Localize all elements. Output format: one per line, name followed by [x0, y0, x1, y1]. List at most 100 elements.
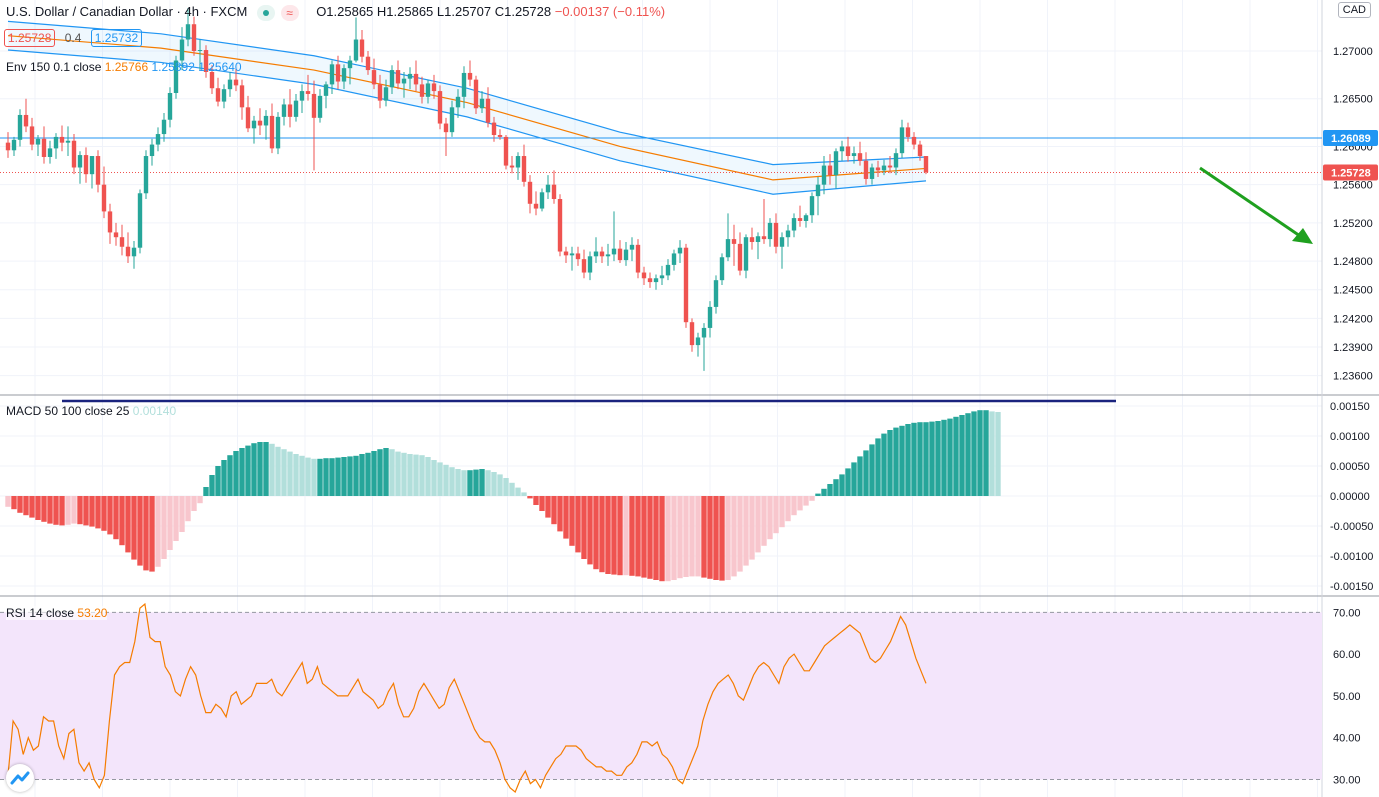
macd-bar: [749, 496, 755, 560]
candle-body: [815, 184, 821, 197]
macd-bar: [929, 421, 935, 496]
macd-bar: [785, 496, 791, 522]
candle-body: [725, 239, 731, 258]
symbol-title[interactable]: U.S. Dollar / Canadian Dollar · 4h · FXC…: [6, 4, 248, 19]
candle-body: [233, 79, 239, 86]
macd-bar: [899, 425, 905, 496]
macd-tick-label: 0.00150: [1330, 401, 1370, 413]
candle-body: [707, 306, 713, 328]
macd-bar: [263, 442, 269, 496]
macd-bar: [65, 496, 71, 525]
macd-bar: [281, 449, 287, 496]
candle-body: [353, 39, 359, 61]
macd-bar: [815, 493, 821, 496]
macd-bar: [545, 496, 551, 518]
candle-body: [491, 122, 497, 136]
macd-bar: [479, 469, 485, 496]
macd-bar: [143, 496, 149, 571]
candle-body: [29, 126, 35, 145]
macd-bar: [713, 496, 719, 580]
candle-body: [107, 211, 113, 233]
macd-bar: [5, 496, 11, 507]
candle-body: [695, 337, 701, 346]
candle-body: [215, 88, 221, 102]
envelope-legend[interactable]: Env 150 0.1 close 1.25766 1.25892 1.2564…: [6, 60, 242, 74]
macd-label: MACD 50 100 close 25: [6, 404, 130, 418]
rsi-tick-label: 70.00: [1333, 607, 1361, 619]
candle-body: [149, 144, 155, 157]
market-status-icon[interactable]: [256, 4, 275, 21]
macd-bar: [437, 462, 443, 496]
candle-body: [905, 127, 911, 137]
ohlc-values: O1.25865 H1.25865 L1.25707 C1.25728: [316, 4, 552, 19]
macd-bar: [827, 484, 833, 496]
candle-body: [701, 327, 707, 338]
macd-bar: [905, 424, 911, 496]
candle-body: [677, 247, 683, 254]
candle-body: [47, 148, 53, 157]
macd-bar: [911, 422, 917, 496]
rsi-legend[interactable]: RSI 14 close 53.20: [6, 606, 108, 620]
candle-body: [161, 119, 167, 135]
candle-body: [227, 79, 233, 90]
macd-bar: [401, 452, 407, 496]
candle-body: [623, 249, 629, 261]
macd-bar: [77, 496, 83, 525]
candle-body: [113, 232, 119, 238]
buy-button[interactable]: 1.25732: [90, 29, 143, 47]
candle-body: [515, 156, 521, 168]
rsi-line: [7, 602, 927, 793]
macd-bar: [269, 443, 275, 496]
tradingview-logo-icon[interactable]: [6, 764, 34, 792]
candle-body: [497, 135, 503, 137]
candle-body: [755, 236, 761, 242]
candle-body: [311, 93, 317, 118]
candle-body: [605, 254, 611, 257]
price-tick-label: 1.27000: [1333, 46, 1373, 58]
macd-bar: [497, 474, 503, 496]
candle-body: [443, 123, 449, 133]
candle-body: [467, 72, 473, 80]
sell-button[interactable]: 1.25728: [4, 29, 56, 47]
macd-bar: [209, 475, 215, 496]
candle-body: [545, 184, 551, 193]
candle-body: [539, 192, 545, 209]
candle-body: [599, 251, 605, 257]
rsi-tick-label: 60.00: [1333, 649, 1361, 661]
macd-bar: [653, 496, 659, 580]
candle-body: [779, 237, 785, 247]
envelope-lower-line: [7, 49, 927, 195]
macd-tick-label: -0.00100: [1330, 551, 1373, 563]
macd-bar: [71, 496, 77, 524]
wave-icon[interactable]: ≈: [280, 4, 299, 21]
macd-bar: [449, 467, 455, 496]
macd-bar: [917, 422, 923, 496]
macd-bar: [287, 451, 293, 496]
macd-bar: [191, 496, 197, 511]
price-tick-label: 1.25600: [1333, 180, 1373, 192]
macd-bar: [149, 496, 155, 572]
chart-header: U.S. Dollar / Canadian Dollar · 4h · FXC…: [6, 4, 665, 21]
macd-bar: [989, 411, 995, 496]
macd-bar: [851, 462, 857, 496]
macd-bar: [203, 487, 209, 496]
macd-bar: [719, 496, 725, 581]
candle-body: [401, 78, 407, 84]
candle-body: [923, 156, 929, 173]
macd-bar: [215, 466, 221, 496]
macd-legend[interactable]: MACD 50 100 close 25 0.00140: [6, 404, 176, 418]
candle-body: [131, 247, 137, 257]
candle-body: [275, 116, 281, 149]
currency-badge[interactable]: CAD: [1337, 2, 1371, 18]
price-change: −0.00137 (−0.11%): [554, 4, 666, 19]
macd-bar: [623, 496, 629, 576]
macd-bar: [95, 496, 101, 529]
macd-bar: [11, 496, 17, 510]
candle-body: [89, 156, 95, 175]
candle-body: [293, 100, 299, 117]
macd-bar: [995, 412, 1001, 496]
macd-bar: [971, 411, 977, 496]
macd-bar: [923, 422, 929, 496]
macd-bar: [689, 496, 695, 577]
